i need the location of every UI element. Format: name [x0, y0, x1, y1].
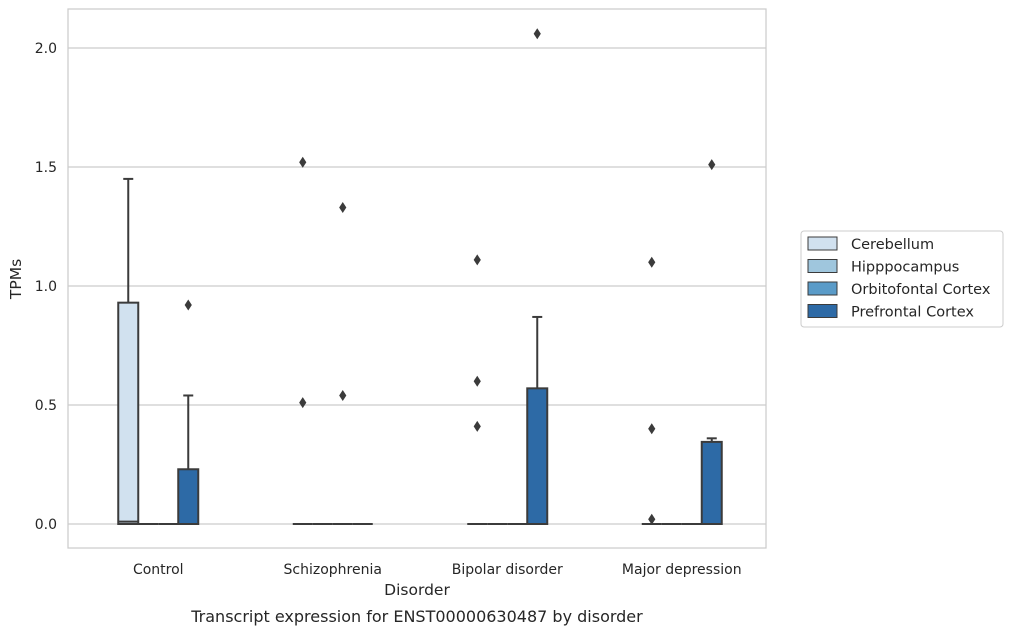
legend-label: Prefrontal Cortex — [851, 305, 974, 321]
outlier-point — [473, 254, 481, 266]
y-tick-label: 1.0 — [35, 279, 57, 295]
box-prefrontal-cortex — [700, 159, 723, 526]
box-body — [700, 440, 723, 526]
y-tick-labels: 0.0 0.5 1.0 1.5 2.0 — [35, 41, 57, 533]
box-body — [177, 468, 200, 526]
box-orbitofontal-cortex — [332, 201, 353, 525]
outlier-point — [339, 201, 347, 213]
x-tick-label: Control — [133, 562, 184, 578]
y-tick-label: 0.5 — [35, 398, 57, 414]
box-cerebellum — [467, 254, 488, 525]
outlier-point — [473, 375, 481, 387]
box-prefrontal-cortex — [177, 299, 200, 526]
gridlines — [68, 47, 766, 525]
outlier-point — [648, 256, 656, 268]
y-tick-label: 0.0 — [35, 517, 57, 533]
outlier-point — [299, 156, 307, 168]
box-body — [117, 301, 140, 525]
outlier-point — [473, 420, 481, 432]
x-axis-title: Disorder — [384, 581, 450, 599]
box-cerebellum — [641, 256, 662, 525]
outlier-point — [299, 397, 307, 409]
plot-frame — [67, 8, 767, 549]
legend-frame — [800, 230, 1004, 328]
outlier-point — [648, 513, 656, 525]
boxes — [117, 28, 723, 526]
box-body — [526, 387, 549, 525]
x-tick-labels: Control Schizophrenia Bipolar disorder Majo… — [133, 562, 742, 578]
x-tick-label: Major depression — [622, 562, 742, 578]
legend-label: Hipppocampus — [851, 260, 959, 276]
y-tick-label: 1.5 — [35, 160, 57, 176]
y-tick-label: 2.0 — [35, 41, 57, 57]
x-tick-label: Bipolar disorder — [452, 562, 563, 578]
x-tick-label: Schizophrenia — [284, 562, 382, 578]
legend-swatch — [807, 236, 838, 251]
chart-caption: Transcript expression for ENST0000063048… — [190, 607, 643, 626]
box-cerebellum — [117, 177, 140, 525]
legend-swatch — [807, 281, 838, 296]
legend-label: Cerebellum — [851, 237, 934, 253]
legend-label: Orbitofontal Cortex — [851, 282, 991, 298]
legend-swatch — [807, 304, 838, 318]
outlier-point — [708, 159, 716, 171]
outlier-point — [184, 299, 192, 311]
legend: Cerebellum Hipppocampus Orbitofontal Corte… — [800, 230, 1004, 328]
box-prefrontal-cortex — [526, 28, 549, 525]
legend-swatch — [807, 259, 838, 273]
box-cerebellum — [292, 156, 313, 525]
outlier-point — [339, 389, 347, 401]
outlier-point — [533, 28, 541, 40]
outlier-point — [648, 423, 656, 435]
y-axis-title: TPMs — [7, 259, 25, 300]
